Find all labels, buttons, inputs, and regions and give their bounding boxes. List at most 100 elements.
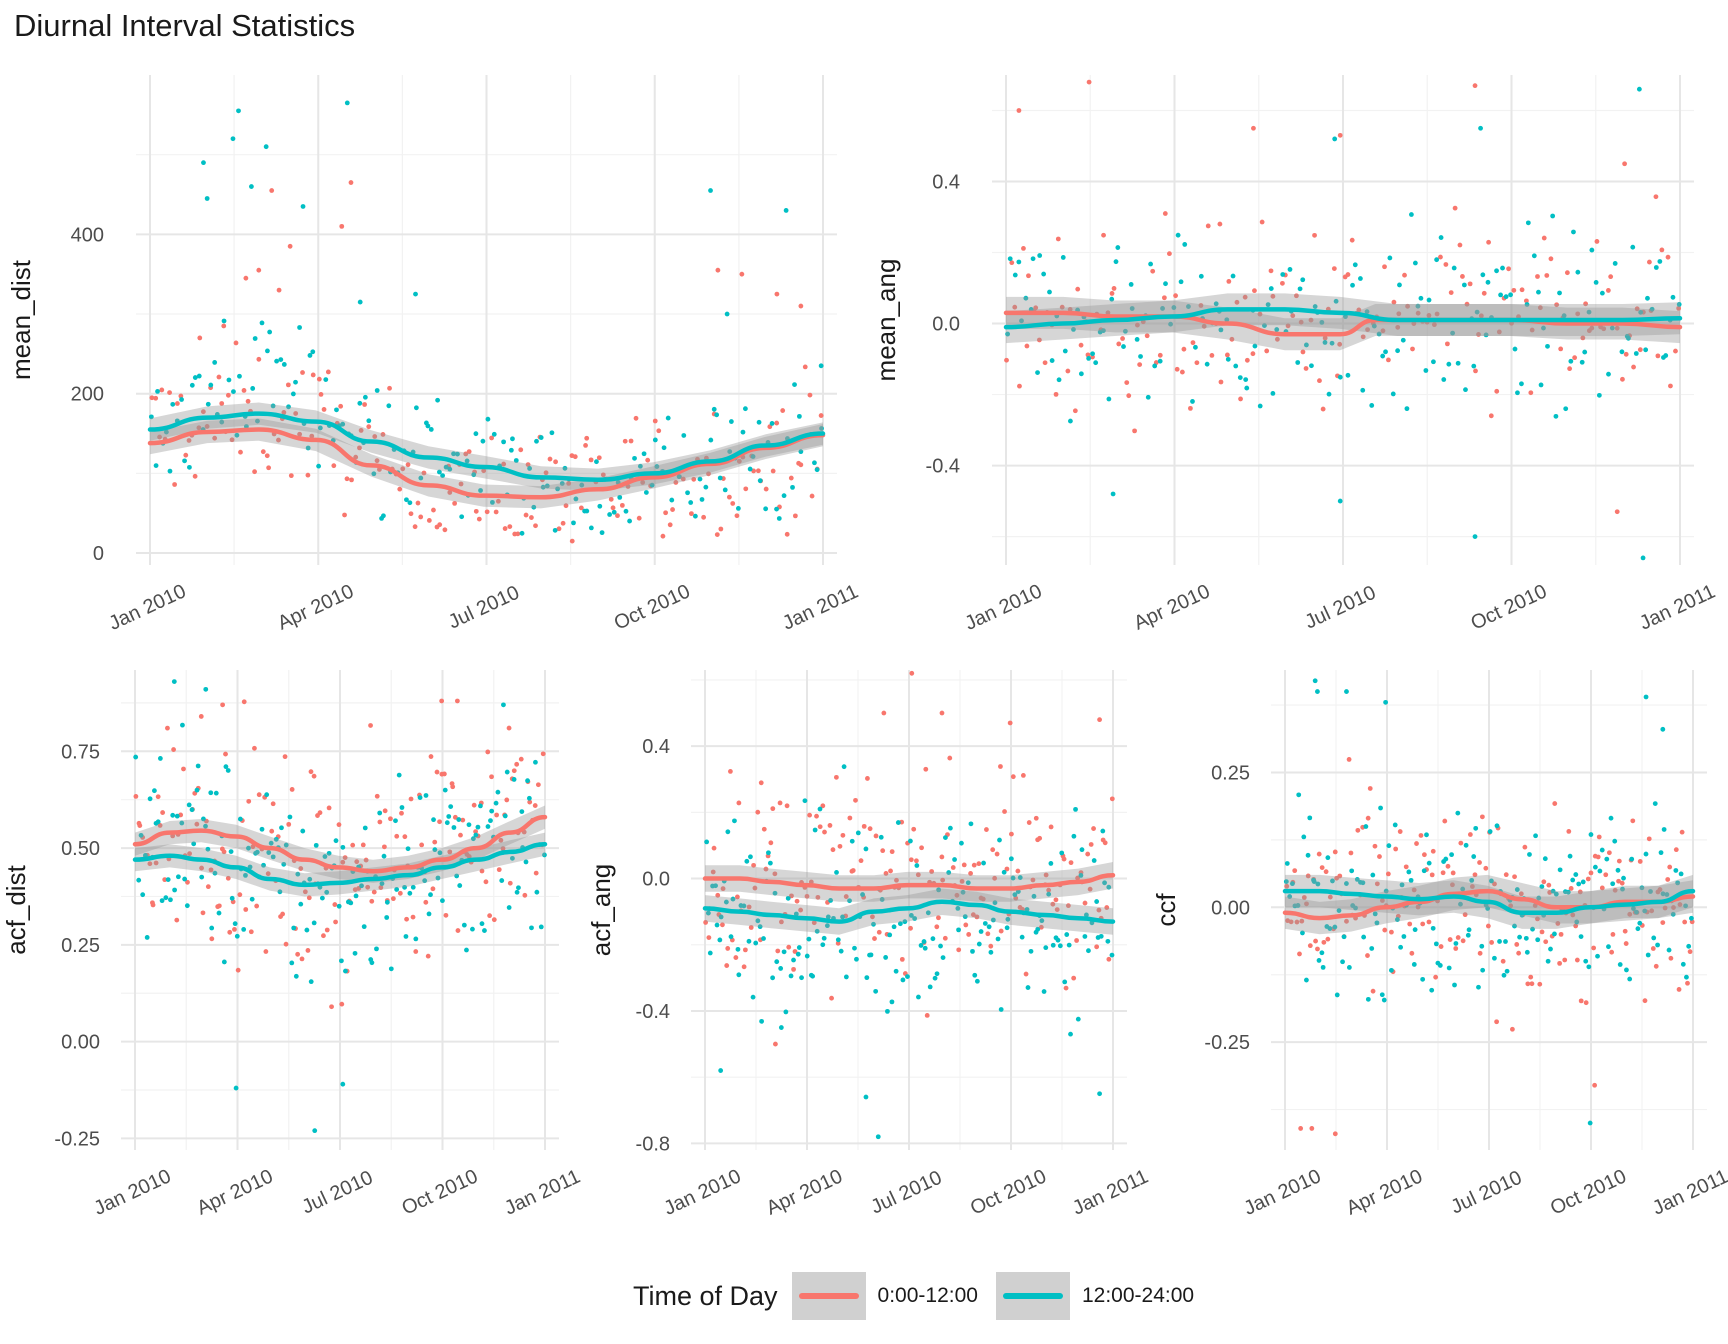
data-point <box>525 778 530 784</box>
data-point <box>728 934 734 940</box>
data-point <box>413 405 419 411</box>
data-point <box>1380 353 1386 359</box>
data-point <box>1630 244 1636 250</box>
data-point <box>1545 343 1550 349</box>
data-point <box>1005 916 1011 922</box>
data-point <box>1060 255 1066 260</box>
y-tick-label: 400 <box>71 224 104 246</box>
data-point <box>730 896 736 902</box>
data-point <box>1313 938 1318 944</box>
data-point <box>899 956 905 962</box>
data-point <box>1093 360 1099 366</box>
data-point <box>1126 393 1132 399</box>
data-point <box>475 824 481 830</box>
data-point <box>308 769 314 775</box>
data-point <box>399 805 405 810</box>
data-point <box>317 425 323 431</box>
data-point <box>628 438 634 444</box>
data-point <box>226 377 232 383</box>
data-point <box>770 975 776 981</box>
data-point <box>1412 260 1418 266</box>
x-tick-label: Jan 2010 <box>91 1165 175 1220</box>
data-point <box>388 966 394 972</box>
data-point <box>1062 348 1068 354</box>
data-point <box>1078 872 1084 878</box>
data-point <box>777 800 783 806</box>
data-point <box>1670 294 1676 300</box>
data-point <box>506 725 512 731</box>
data-point <box>1420 976 1426 982</box>
data-point <box>1122 328 1128 334</box>
data-point <box>781 949 787 955</box>
data-point <box>382 808 388 814</box>
data-point <box>1575 311 1581 317</box>
data-point <box>1059 850 1065 856</box>
data-point <box>1415 303 1421 309</box>
data-point <box>138 832 144 838</box>
data-point <box>770 806 776 812</box>
data-point <box>734 513 740 519</box>
data-point <box>895 820 901 825</box>
data-point <box>736 458 742 464</box>
data-point <box>640 480 646 485</box>
data-point <box>1552 801 1558 806</box>
data-point <box>423 899 429 905</box>
data-point <box>496 867 502 873</box>
data-point <box>961 862 967 868</box>
data-point <box>1627 911 1633 917</box>
data-point <box>1460 886 1466 892</box>
data-point <box>250 386 256 391</box>
data-point <box>290 391 296 397</box>
y-tick-label: -0.25 <box>54 1128 100 1150</box>
data-point <box>930 936 936 942</box>
data-point <box>1352 262 1358 268</box>
data-point <box>495 498 501 504</box>
data-point <box>562 465 568 471</box>
data-point <box>1591 945 1597 951</box>
data-point <box>241 926 247 932</box>
data-point <box>1325 936 1331 942</box>
data-point <box>743 486 749 492</box>
data-point <box>1124 380 1130 385</box>
data-point <box>1561 313 1567 319</box>
data-point <box>1562 957 1568 963</box>
data-point <box>287 243 293 249</box>
data-point <box>817 824 823 830</box>
data-point <box>742 406 748 412</box>
data-point <box>1440 870 1446 876</box>
data-point <box>1224 352 1230 358</box>
smooth-line-1 <box>132 814 548 874</box>
data-point <box>256 792 262 798</box>
data-point <box>143 852 148 858</box>
data-point <box>289 787 295 792</box>
data-point <box>1542 856 1548 862</box>
data-point <box>703 920 709 925</box>
data-point <box>360 842 366 848</box>
data-point <box>1421 852 1427 858</box>
data-point <box>152 788 157 794</box>
data-point <box>435 397 440 403</box>
data-point <box>200 910 206 916</box>
data-point <box>806 936 812 942</box>
smooth-line-2 <box>132 841 548 888</box>
data-point <box>489 808 495 814</box>
data-point <box>908 913 914 918</box>
data-point <box>1068 418 1073 424</box>
data-point <box>432 839 438 845</box>
data-point <box>997 837 1002 843</box>
data-point <box>451 825 457 830</box>
data-point <box>829 995 834 1001</box>
data-point <box>1382 264 1387 270</box>
data-point <box>1305 873 1311 879</box>
data-point <box>365 884 371 890</box>
data-point <box>430 886 436 892</box>
data-point <box>1224 317 1230 323</box>
data-point <box>1301 895 1307 900</box>
data-point <box>780 408 786 413</box>
data-point <box>1229 336 1235 342</box>
data-point <box>1274 327 1280 332</box>
data-point <box>980 896 986 902</box>
data-point <box>622 438 628 444</box>
